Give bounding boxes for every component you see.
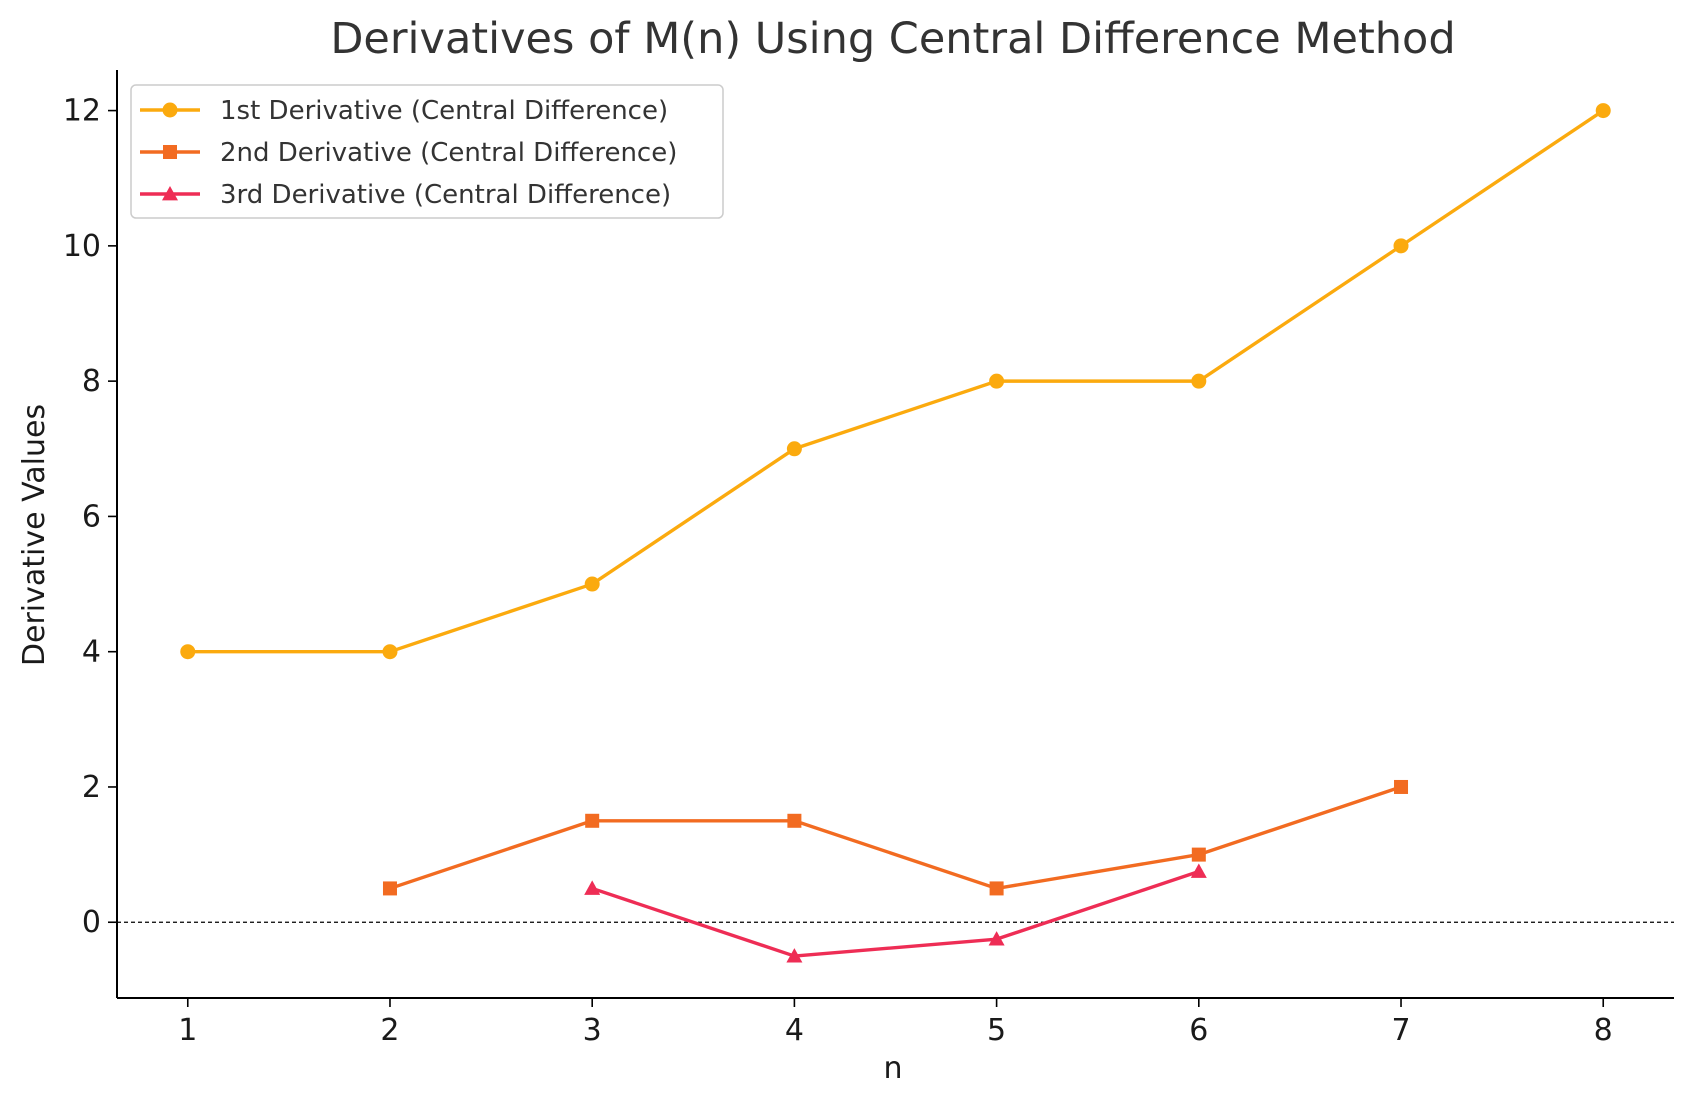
- x-tick-label: 8: [1594, 1013, 1613, 1048]
- series-2-point: [1394, 779, 1409, 794]
- x-tick-label: 2: [380, 1013, 399, 1048]
- series-1-point: [1191, 373, 1207, 389]
- y-tick-label: 4: [82, 635, 101, 670]
- series-1-point: [180, 644, 196, 660]
- series-layer: [180, 103, 1611, 963]
- series-1: [180, 103, 1611, 660]
- legend-marker: [162, 102, 178, 118]
- series-1-point: [786, 441, 802, 457]
- series-3-point: [786, 948, 803, 963]
- y-tick-label: 2: [82, 770, 101, 805]
- series-1-point: [989, 373, 1005, 389]
- x-tick-label: 4: [785, 1013, 804, 1048]
- x-tick-label: 7: [1391, 1013, 1410, 1048]
- x-axis-label: n: [883, 1051, 902, 1086]
- series-3-point: [1190, 863, 1207, 878]
- series-2-point: [382, 881, 397, 896]
- legend-marker: [162, 186, 178, 201]
- y-tick-label: 8: [82, 364, 101, 399]
- series-2-point: [1191, 847, 1206, 862]
- series-3-point: [988, 931, 1005, 946]
- x-tick-label: 5: [987, 1013, 1006, 1048]
- x-tick-label: 1: [178, 1013, 197, 1048]
- y-tick-label: 12: [63, 94, 101, 129]
- series-1-line: [187, 109, 1605, 654]
- y-tick-label: 6: [82, 499, 101, 534]
- series-3-point: [584, 880, 601, 895]
- series-3: [584, 863, 1207, 963]
- series-3-line: [591, 869, 1200, 958]
- legend-box: [130, 84, 724, 219]
- legend: 1st Derivative (Central Difference) 2nd D…: [130, 84, 724, 219]
- series-2-point: [787, 813, 802, 828]
- legend-label: 3rd Derivative (Central Difference): [220, 180, 671, 210]
- series-1-point: [1393, 238, 1409, 254]
- series-2-point: [989, 881, 1004, 896]
- legend-label: 1st Derivative (Central Difference): [220, 96, 668, 126]
- series-2-point: [585, 813, 600, 828]
- y-axis-label: Derivative Values: [17, 404, 52, 666]
- series-1-point: [584, 576, 600, 592]
- y-tick-label: 0: [82, 905, 101, 940]
- series-2-line: [389, 785, 1402, 891]
- legend-marker: [163, 145, 177, 159]
- series-2: [382, 779, 1409, 896]
- y-tick-label: 10: [63, 229, 101, 264]
- x-tick-label: 3: [583, 1013, 602, 1048]
- legend-label: 2nd Derivative (Central Difference): [220, 138, 677, 168]
- x-tick-label: 6: [1189, 1013, 1208, 1048]
- series-1-point: [1595, 103, 1611, 119]
- series-1-point: [382, 644, 398, 660]
- chart-title: Derivatives of M(n) Using Central Differ…: [330, 14, 1455, 64]
